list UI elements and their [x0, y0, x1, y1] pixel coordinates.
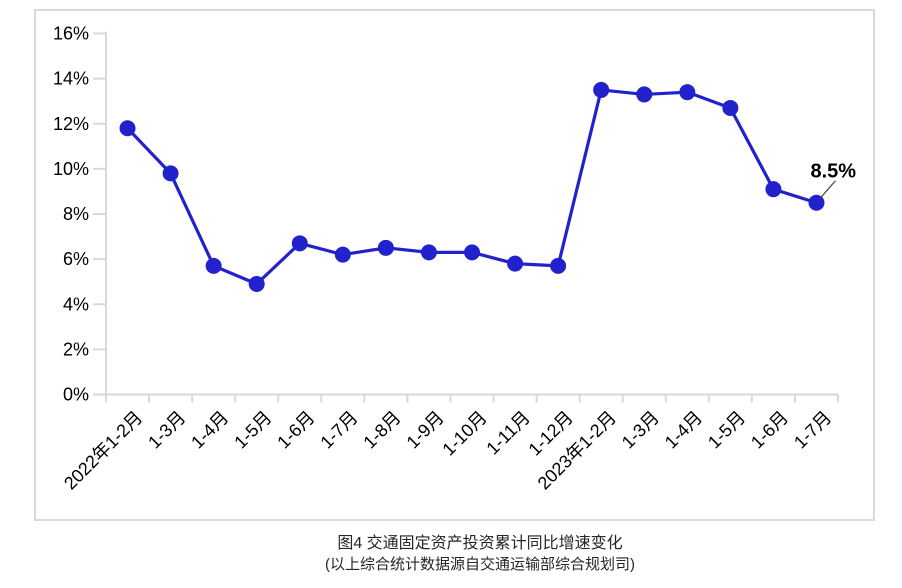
data-point: [377, 239, 394, 256]
x-tick-label: 1-7月: [316, 407, 361, 452]
data-point: [291, 235, 308, 252]
x-tick-label: 1-3月: [144, 407, 189, 452]
x-tick-label: 1-5月: [230, 407, 275, 452]
data-point: [679, 84, 696, 101]
y-tick-label: 10%: [53, 159, 89, 179]
y-tick-label: 6%: [63, 249, 89, 269]
data-point: [507, 255, 524, 272]
data-point: [119, 120, 136, 137]
y-tick-label: 16%: [53, 24, 89, 44]
data-point: [765, 181, 782, 198]
data-point: [248, 275, 265, 292]
annotation-leader-line: [821, 180, 836, 198]
x-tick-label: 1-4月: [187, 407, 232, 452]
x-tick-label: 1-5月: [704, 407, 749, 452]
y-tick-label: 0%: [63, 385, 89, 405]
data-point: [593, 81, 610, 98]
x-tick-label: 1-6月: [273, 407, 318, 452]
x-tick-label: 2022年1-2月: [60, 407, 146, 493]
line-chart: 0%2%4%6%8%10%12%14%16%2022年1-2月1-3月1-4月1…: [53, 24, 856, 494]
x-tick-label: 1-7月: [790, 407, 835, 452]
x-tick-label: 1-3月: [618, 407, 663, 452]
x-tick-label: 1-4月: [661, 407, 706, 452]
x-tick-label: 1-10月: [438, 407, 490, 459]
y-tick-label: 14%: [53, 69, 89, 89]
data-point: [334, 246, 351, 263]
y-tick-label: 8%: [63, 204, 89, 224]
figure-caption: 图4 交通固定资产投资累计同比增速变化 (以上综合统计数据源自交通运输部综合规划…: [58, 533, 902, 575]
data-point: [162, 165, 179, 182]
data-point: [464, 244, 480, 261]
y-tick-label: 4%: [63, 294, 89, 314]
figure-title: 图4 交通固定资产投资累计同比增速变化: [337, 535, 623, 552]
data-point: [722, 99, 739, 116]
y-tick-label: 12%: [53, 114, 89, 134]
data-point: [420, 244, 437, 261]
data-point: [808, 194, 825, 211]
figure-source-note: (以上综合统计数据源自交通运输部综合规划司): [325, 556, 635, 573]
data-label: 8.5%: [810, 161, 856, 183]
y-tick-label: 2%: [63, 339, 89, 359]
data-point: [636, 86, 653, 103]
x-tick-label: 1-11月: [482, 407, 533, 458]
data-point: [205, 257, 222, 274]
chart-frame: 0% 2% 4% 6% 8% 10% 12% 14% 16% 2022年1-2月 1-3月 1-4月 1…: [34, 9, 875, 521]
x-tick-label: 1-8月: [359, 407, 404, 452]
x-tick-label: 1-6月: [747, 407, 792, 452]
data-point: [550, 257, 567, 274]
